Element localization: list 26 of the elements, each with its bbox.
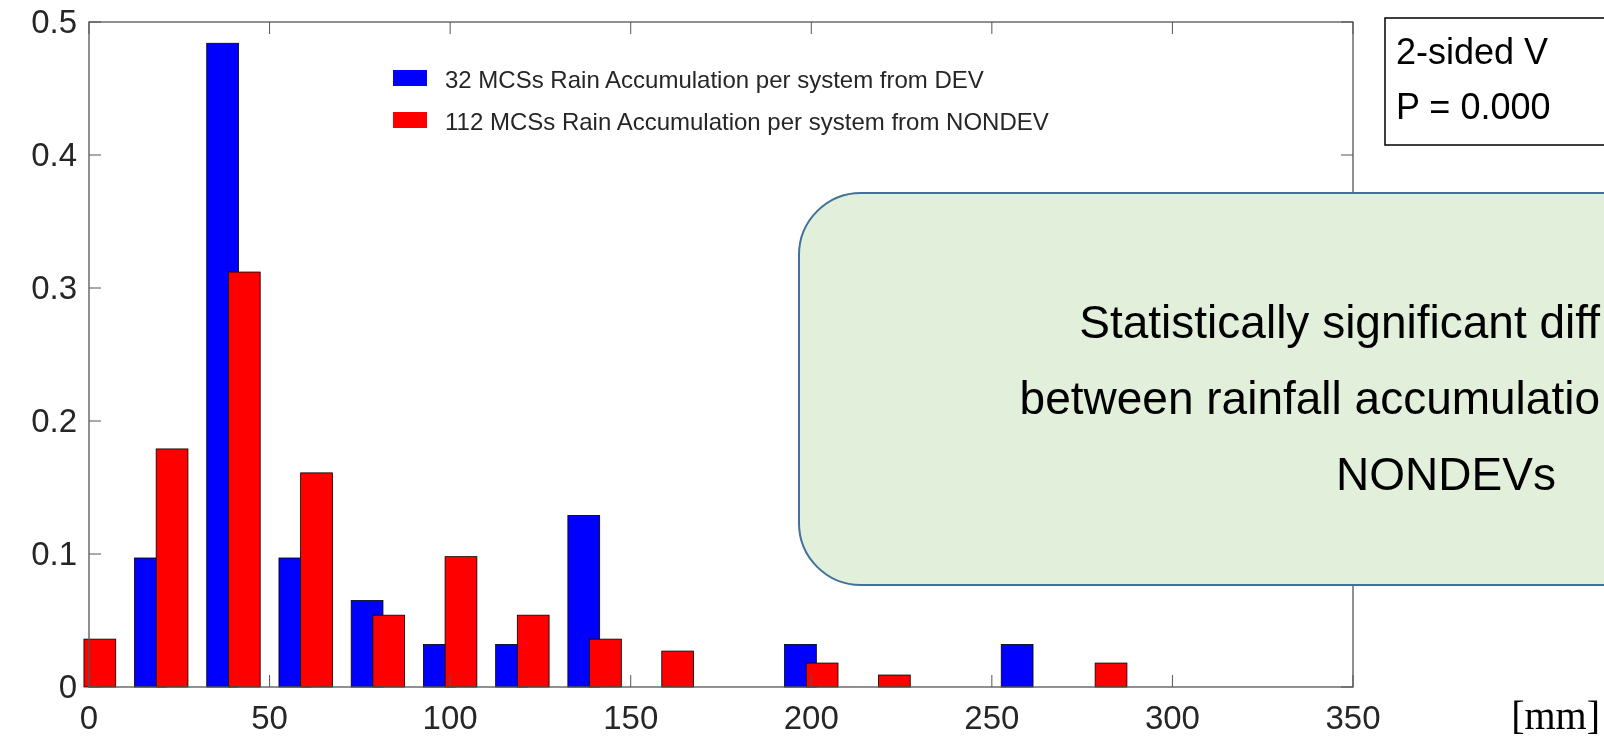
x-axis-title: [mm] — [1511, 693, 1600, 738]
annotation: NONDEVs — [1336, 448, 1556, 500]
text: 2-sided V — [1396, 31, 1549, 72]
x-tick-label: 50 — [251, 699, 288, 736]
y-tick-label: 0 — [58, 668, 77, 705]
y-tick-label: 0.5 — [31, 3, 77, 40]
bar — [83, 638, 117, 688]
bar — [1000, 644, 1034, 688]
y-tick-label: 0.1 — [31, 535, 77, 572]
bar — [1094, 662, 1128, 688]
y-tick-label: 0.2 — [31, 402, 77, 439]
x-tick-label: 100 — [422, 699, 478, 736]
x-tick-label: 150 — [603, 699, 659, 736]
y-tick-label: 0.3 — [31, 269, 77, 306]
annotation: Statistically significant diff — [1079, 296, 1601, 348]
x-tick-label: 250 — [964, 699, 1020, 736]
bar — [878, 674, 911, 688]
x-tick-label: 350 — [1325, 699, 1381, 736]
legend-label: 112 MCSs Rain Accumulation per system from NONDEV — [445, 108, 1049, 135]
x-tick-label: 300 — [1144, 699, 1200, 736]
x-tick-label: 200 — [783, 699, 839, 736]
y-tick-label: 0.4 — [31, 136, 77, 173]
text: P = 0.000 — [1396, 86, 1551, 127]
bar — [661, 650, 694, 688]
legend-label: 32 MCSs Rain Accumulation per system from DEV — [445, 66, 984, 93]
annotation: between rainfall accumulatio — [1019, 372, 1600, 424]
